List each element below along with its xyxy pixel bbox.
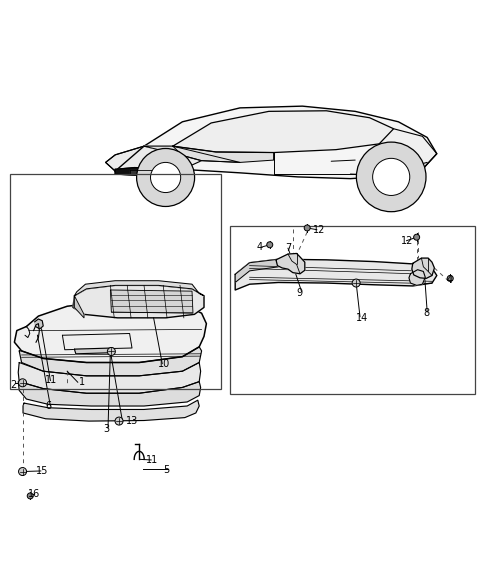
Polygon shape bbox=[18, 362, 201, 393]
Polygon shape bbox=[409, 270, 425, 285]
Polygon shape bbox=[412, 258, 434, 278]
Circle shape bbox=[372, 158, 410, 195]
Text: 16: 16 bbox=[28, 489, 40, 499]
Polygon shape bbox=[379, 129, 437, 176]
Text: 10: 10 bbox=[158, 358, 171, 369]
Text: 13: 13 bbox=[126, 416, 139, 426]
Bar bbox=[10, 174, 221, 389]
Text: 7: 7 bbox=[286, 243, 292, 253]
Polygon shape bbox=[110, 290, 193, 313]
Polygon shape bbox=[235, 259, 278, 282]
Text: 2: 2 bbox=[11, 379, 17, 390]
Polygon shape bbox=[130, 170, 163, 174]
Text: 5: 5 bbox=[163, 465, 169, 475]
Polygon shape bbox=[23, 400, 199, 421]
Bar bbox=[230, 226, 475, 394]
Text: 11: 11 bbox=[45, 375, 57, 386]
Text: 6: 6 bbox=[46, 401, 52, 411]
Text: 12: 12 bbox=[313, 224, 325, 235]
Circle shape bbox=[19, 467, 26, 476]
Text: 14: 14 bbox=[356, 313, 369, 323]
Text: 4: 4 bbox=[446, 274, 453, 285]
Text: 4: 4 bbox=[257, 241, 263, 252]
Circle shape bbox=[19, 379, 26, 387]
Polygon shape bbox=[74, 296, 84, 318]
Circle shape bbox=[352, 279, 360, 287]
Circle shape bbox=[151, 162, 180, 193]
Circle shape bbox=[414, 234, 420, 240]
Text: 11: 11 bbox=[146, 455, 159, 465]
Polygon shape bbox=[35, 319, 43, 329]
Text: 9: 9 bbox=[297, 288, 303, 298]
Polygon shape bbox=[14, 302, 206, 362]
Polygon shape bbox=[73, 285, 204, 318]
Text: 12: 12 bbox=[401, 235, 414, 246]
Circle shape bbox=[115, 417, 123, 425]
Polygon shape bbox=[19, 347, 202, 376]
Polygon shape bbox=[74, 348, 114, 354]
Text: 3: 3 bbox=[103, 424, 109, 434]
Circle shape bbox=[137, 148, 194, 206]
Circle shape bbox=[447, 276, 453, 281]
Circle shape bbox=[108, 347, 115, 356]
Text: 8: 8 bbox=[423, 308, 430, 318]
Polygon shape bbox=[235, 259, 437, 290]
Text: 1: 1 bbox=[79, 377, 85, 387]
Text: 15: 15 bbox=[36, 466, 48, 476]
Circle shape bbox=[304, 225, 310, 231]
Circle shape bbox=[356, 142, 426, 212]
Polygon shape bbox=[18, 382, 201, 406]
Circle shape bbox=[27, 493, 33, 499]
Polygon shape bbox=[74, 281, 204, 296]
Polygon shape bbox=[106, 146, 202, 171]
Circle shape bbox=[267, 242, 273, 248]
Polygon shape bbox=[144, 146, 274, 162]
Polygon shape bbox=[173, 111, 394, 153]
Polygon shape bbox=[106, 146, 182, 171]
Polygon shape bbox=[115, 168, 182, 175]
Polygon shape bbox=[115, 106, 437, 179]
Polygon shape bbox=[276, 253, 305, 274]
